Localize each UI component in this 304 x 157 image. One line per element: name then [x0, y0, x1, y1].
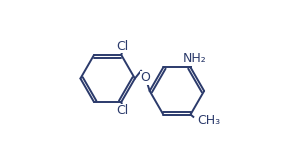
- Text: Cl: Cl: [116, 40, 129, 53]
- Text: CH₃: CH₃: [198, 114, 221, 127]
- Text: NH₂: NH₂: [182, 52, 206, 65]
- Text: O: O: [140, 71, 150, 84]
- Text: Cl: Cl: [117, 104, 129, 117]
